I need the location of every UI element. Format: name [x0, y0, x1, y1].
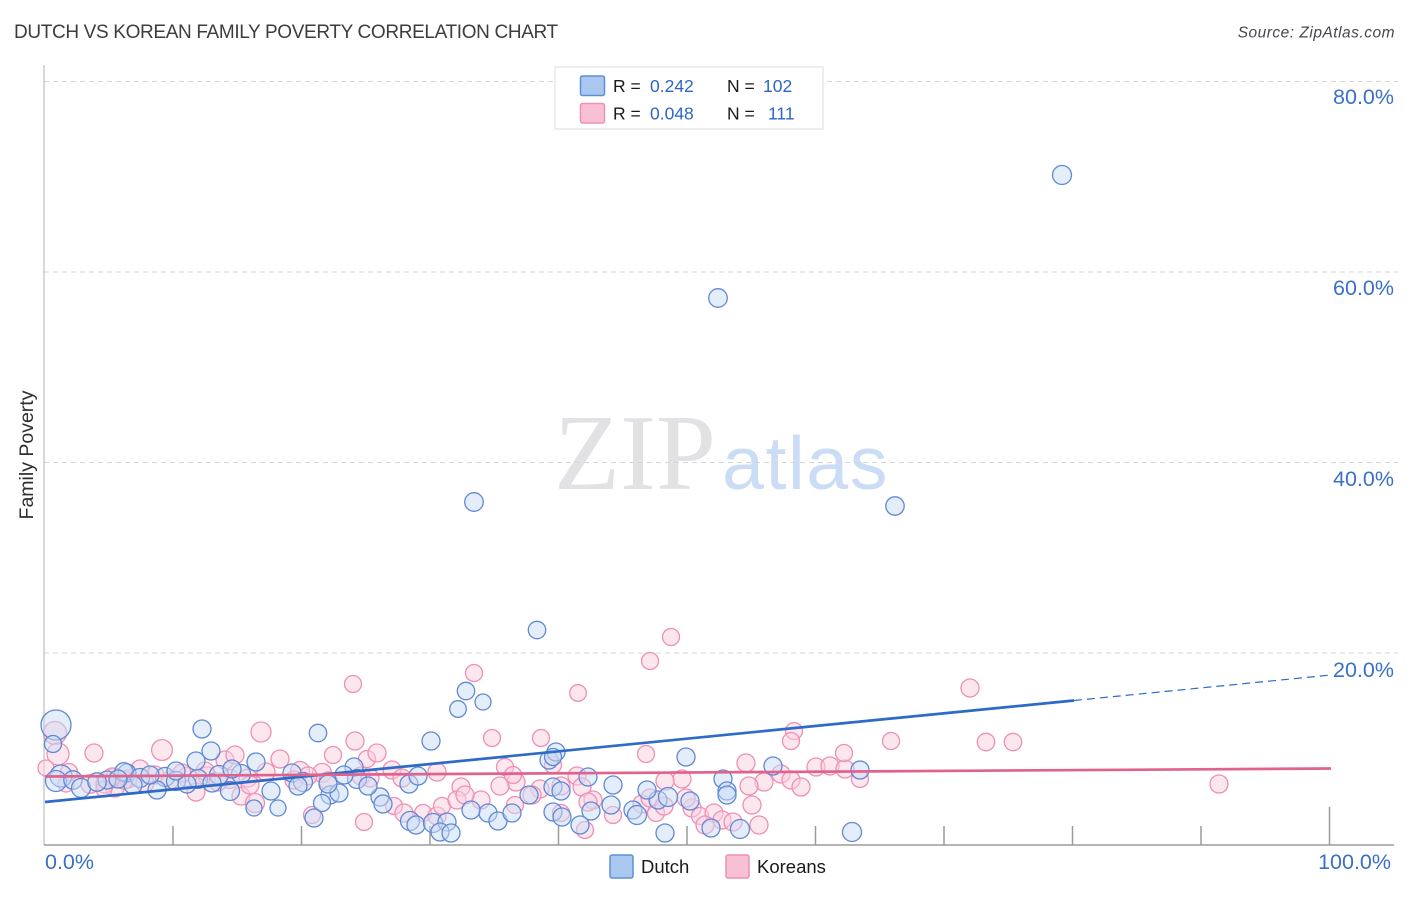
svg-text:Family Poverty: Family Poverty — [16, 390, 38, 519]
svg-text:40.0%: 40.0% — [1333, 467, 1394, 491]
svg-text:0.0%: 0.0% — [45, 850, 94, 874]
svg-text:80.0%: 80.0% — [1333, 85, 1394, 109]
svg-text:DUTCH VS KOREAN FAMILY POVERTY: DUTCH VS KOREAN FAMILY POVERTY CORRELATI… — [14, 22, 559, 43]
svg-text:0.242: 0.242 — [650, 76, 694, 96]
svg-text:100.0%: 100.0% — [1318, 850, 1391, 874]
svg-text:N =: N = — [727, 76, 755, 96]
svg-text:N =: N = — [727, 104, 755, 124]
svg-text:Source: ZipAtlas.com: Source: ZipAtlas.com — [1238, 25, 1395, 42]
svg-text:0.048: 0.048 — [650, 104, 694, 124]
svg-text:111: 111 — [768, 104, 795, 124]
svg-text:Koreans: Koreans — [757, 856, 826, 877]
svg-text:20.0%: 20.0% — [1333, 658, 1394, 682]
svg-text:R =: R = — [613, 104, 641, 124]
svg-text:ZIP: ZIP — [554, 394, 716, 513]
svg-text:Dutch: Dutch — [641, 856, 689, 877]
svg-text:R =: R = — [613, 76, 641, 96]
svg-text:102: 102 — [763, 76, 792, 96]
svg-text:60.0%: 60.0% — [1333, 276, 1394, 300]
